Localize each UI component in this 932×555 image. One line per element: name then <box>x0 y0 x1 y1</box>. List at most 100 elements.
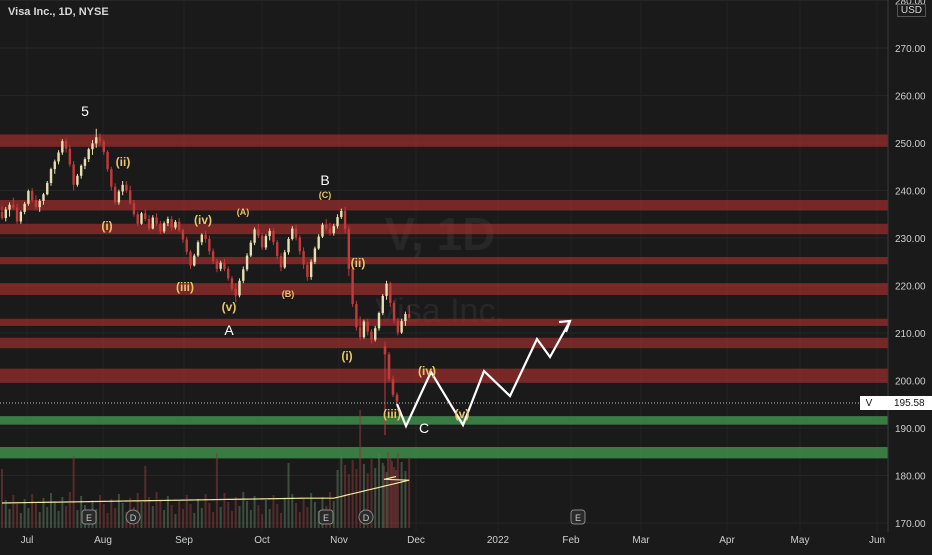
candle-body <box>325 224 328 229</box>
volume-bar <box>193 513 196 528</box>
volume-bar <box>306 507 309 528</box>
x-tick-label: May <box>791 535 810 546</box>
volume-bar <box>27 508 30 528</box>
candle-body <box>366 321 369 332</box>
volume-bar <box>4 500 7 528</box>
wave-label: (v) <box>222 300 237 314</box>
candle-body <box>110 169 113 187</box>
volume-bar <box>144 466 147 528</box>
event-letter: E <box>323 513 329 523</box>
x-axis[interactable]: Jul Aug Sep Oct Nov Dec 2022 Feb Mar Apr May Jun <box>21 535 885 546</box>
candle-body <box>400 321 403 333</box>
candle-body <box>381 295 384 314</box>
candle-body <box>291 228 294 239</box>
candle-body <box>170 219 173 228</box>
earnings-icon <box>81 509 97 525</box>
candle-body <box>23 203 26 212</box>
volume-bar <box>374 468 377 528</box>
candle-body <box>27 190 30 204</box>
event-marker-E: E <box>570 509 586 525</box>
volume-bar <box>298 512 301 528</box>
y-axis[interactable]: 170.00 180.00 190.00 200.00 210.00 220.00 230.… <box>895 0 926 530</box>
x-tick-label: Dec <box>407 535 425 546</box>
volume-bar <box>310 493 313 528</box>
y-tick-label: 220.00 <box>895 282 926 293</box>
y-tick-label: 200.00 <box>895 377 926 388</box>
volume-bar <box>332 501 335 528</box>
candle-body <box>72 164 75 185</box>
resistance-zone <box>0 337 888 349</box>
last-price-tag: V 195.58 <box>860 396 932 410</box>
candle-body <box>136 214 139 224</box>
candle-body <box>79 165 83 176</box>
candle-body <box>249 242 253 256</box>
volume-bar <box>385 472 388 528</box>
candle-body <box>87 149 90 160</box>
volume-bar <box>197 499 200 528</box>
event-marker-D: D <box>125 509 141 525</box>
event-marker-E: E <box>81 509 97 525</box>
volume-bar <box>65 506 68 528</box>
resistance-zone <box>0 200 888 211</box>
y-tick-label: 170.00 <box>895 519 926 530</box>
candle-body <box>260 235 264 248</box>
candle-body <box>98 137 102 142</box>
x-tick-label: Oct <box>254 535 270 546</box>
candle-body <box>53 161 56 170</box>
wave-label: A <box>224 322 234 338</box>
y-tick-label: 180.00 <box>895 472 926 483</box>
candle-body <box>106 152 109 170</box>
volume-bar <box>283 499 286 528</box>
volume-bar <box>121 503 124 528</box>
volume-bar <box>114 508 117 528</box>
event-letter: E <box>575 513 581 523</box>
volume-bar <box>31 494 34 528</box>
volume-bar <box>99 495 102 528</box>
volume-bar <box>253 496 256 528</box>
candle-body <box>387 354 391 380</box>
x-tick-label: Feb <box>562 535 580 546</box>
candle-body <box>200 234 204 243</box>
volume-bar <box>396 453 399 528</box>
wave-label: (iv) <box>418 364 436 378</box>
volume-bar <box>340 456 343 528</box>
candle-body <box>328 228 332 234</box>
candle-body <box>332 226 335 234</box>
candle-body <box>159 223 162 232</box>
candle-body <box>38 200 41 208</box>
candle-body <box>343 210 347 229</box>
volume-bar <box>61 497 64 528</box>
candle-body <box>227 268 230 279</box>
chart-title: Visa Inc., 1D, NYSE <box>8 6 109 18</box>
candle-body <box>287 238 290 253</box>
wave-label: C <box>419 420 429 436</box>
candle-body <box>395 394 399 402</box>
resistance-zone <box>0 223 888 235</box>
projection-arrowhead <box>558 319 572 333</box>
volume-bar <box>155 492 158 528</box>
volume-average-line <box>1 476 410 504</box>
candle-body <box>245 255 249 270</box>
volume-bar <box>76 510 79 528</box>
candle-body <box>147 219 151 229</box>
earnings-icon <box>318 509 334 525</box>
candle-body <box>49 169 53 183</box>
volume-bar <box>204 494 207 528</box>
candle-body <box>391 379 395 395</box>
candle-body <box>34 200 38 208</box>
candle-body <box>8 204 11 210</box>
volume-bar <box>344 465 347 528</box>
volume-bar <box>276 504 279 528</box>
volume-bar <box>370 459 373 528</box>
wave-label: (i) <box>101 219 112 233</box>
currency-badge[interactable]: USD <box>896 4 926 17</box>
resistance-zone <box>0 368 888 383</box>
volume-bar <box>227 502 230 528</box>
dividend-icon <box>358 509 374 525</box>
wave-label: (B) <box>282 289 295 299</box>
candle-body <box>313 248 317 262</box>
